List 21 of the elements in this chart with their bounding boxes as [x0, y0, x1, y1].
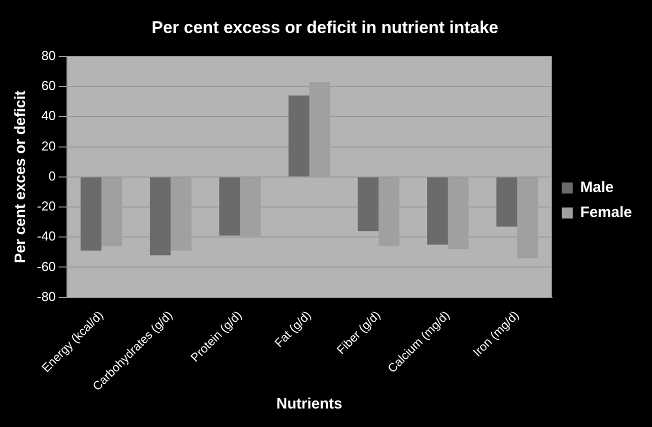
bar — [150, 177, 171, 256]
y-tick-label: -20 — [36, 198, 56, 214]
y-tick-label: 20 — [41, 138, 56, 154]
y-tick-label: 40 — [41, 108, 56, 124]
y-tick-label: 80 — [41, 48, 56, 63]
y-tick-label: -40 — [36, 228, 56, 244]
bar — [496, 177, 518, 227]
bar — [358, 177, 379, 232]
legend-label: Male — [580, 179, 614, 196]
bar — [80, 177, 102, 251]
y-tick-label: 60 — [41, 78, 56, 94]
legend-label: Female — [580, 204, 632, 222]
bar — [288, 96, 310, 176]
y-axis-title: Per cent exces or deficit — [12, 90, 30, 264]
y-tick-label: -80 — [36, 288, 56, 304]
y-tick-label: 0 — [48, 168, 56, 184]
bar — [219, 177, 240, 236]
bar — [427, 177, 448, 245]
x-axis-title: Nutrients — [276, 396, 342, 413]
y-tick-label: -60 — [36, 258, 56, 274]
chart-title: Per cent excess or deficit in nutrient intake — [152, 18, 498, 37]
